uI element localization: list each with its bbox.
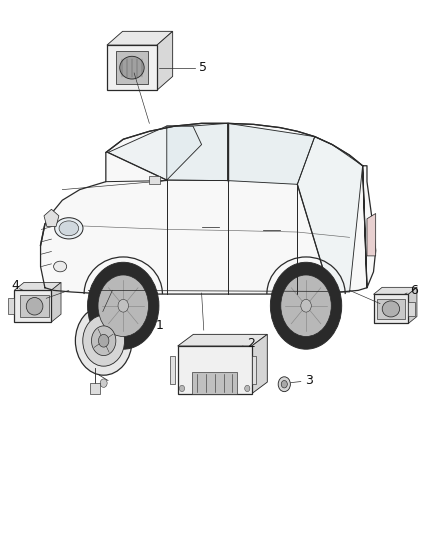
- Polygon shape: [252, 334, 267, 394]
- Polygon shape: [374, 287, 417, 294]
- Circle shape: [88, 262, 159, 349]
- Text: 3: 3: [305, 374, 313, 387]
- Text: 1: 1: [156, 319, 164, 333]
- Polygon shape: [41, 123, 376, 294]
- Ellipse shape: [120, 56, 144, 79]
- Polygon shape: [14, 282, 61, 290]
- Polygon shape: [90, 383, 100, 394]
- Circle shape: [245, 385, 250, 392]
- Polygon shape: [377, 298, 405, 319]
- Text: 6: 6: [410, 284, 418, 297]
- Ellipse shape: [382, 301, 399, 317]
- Polygon shape: [374, 294, 408, 324]
- Polygon shape: [367, 214, 376, 256]
- Polygon shape: [116, 52, 148, 84]
- Circle shape: [281, 275, 331, 336]
- Polygon shape: [7, 298, 14, 314]
- Circle shape: [99, 334, 109, 347]
- Circle shape: [118, 300, 128, 312]
- Text: 2: 2: [247, 337, 255, 350]
- Polygon shape: [408, 287, 417, 324]
- Polygon shape: [178, 334, 267, 346]
- Polygon shape: [107, 31, 173, 45]
- Circle shape: [75, 306, 132, 375]
- Polygon shape: [252, 356, 256, 384]
- Polygon shape: [107, 45, 157, 90]
- Polygon shape: [170, 356, 175, 384]
- Polygon shape: [149, 176, 160, 184]
- Polygon shape: [167, 123, 228, 181]
- Polygon shape: [192, 372, 237, 394]
- Text: 5: 5: [199, 61, 208, 74]
- Circle shape: [83, 316, 124, 366]
- Polygon shape: [14, 290, 51, 322]
- Ellipse shape: [26, 297, 43, 315]
- Polygon shape: [20, 295, 49, 317]
- Circle shape: [278, 377, 290, 392]
- Circle shape: [98, 275, 148, 336]
- Polygon shape: [408, 302, 415, 316]
- Circle shape: [100, 379, 107, 387]
- Circle shape: [301, 300, 311, 312]
- Polygon shape: [228, 123, 315, 184]
- Polygon shape: [157, 31, 173, 90]
- Polygon shape: [297, 136, 363, 292]
- Polygon shape: [136, 308, 145, 317]
- Ellipse shape: [55, 217, 83, 239]
- Ellipse shape: [53, 261, 67, 272]
- Polygon shape: [51, 282, 61, 322]
- Ellipse shape: [59, 221, 79, 236]
- Polygon shape: [178, 346, 252, 394]
- Circle shape: [180, 385, 185, 392]
- Circle shape: [270, 262, 342, 349]
- Polygon shape: [108, 126, 201, 180]
- Circle shape: [92, 326, 116, 356]
- Circle shape: [281, 381, 287, 388]
- Text: 4: 4: [11, 279, 19, 292]
